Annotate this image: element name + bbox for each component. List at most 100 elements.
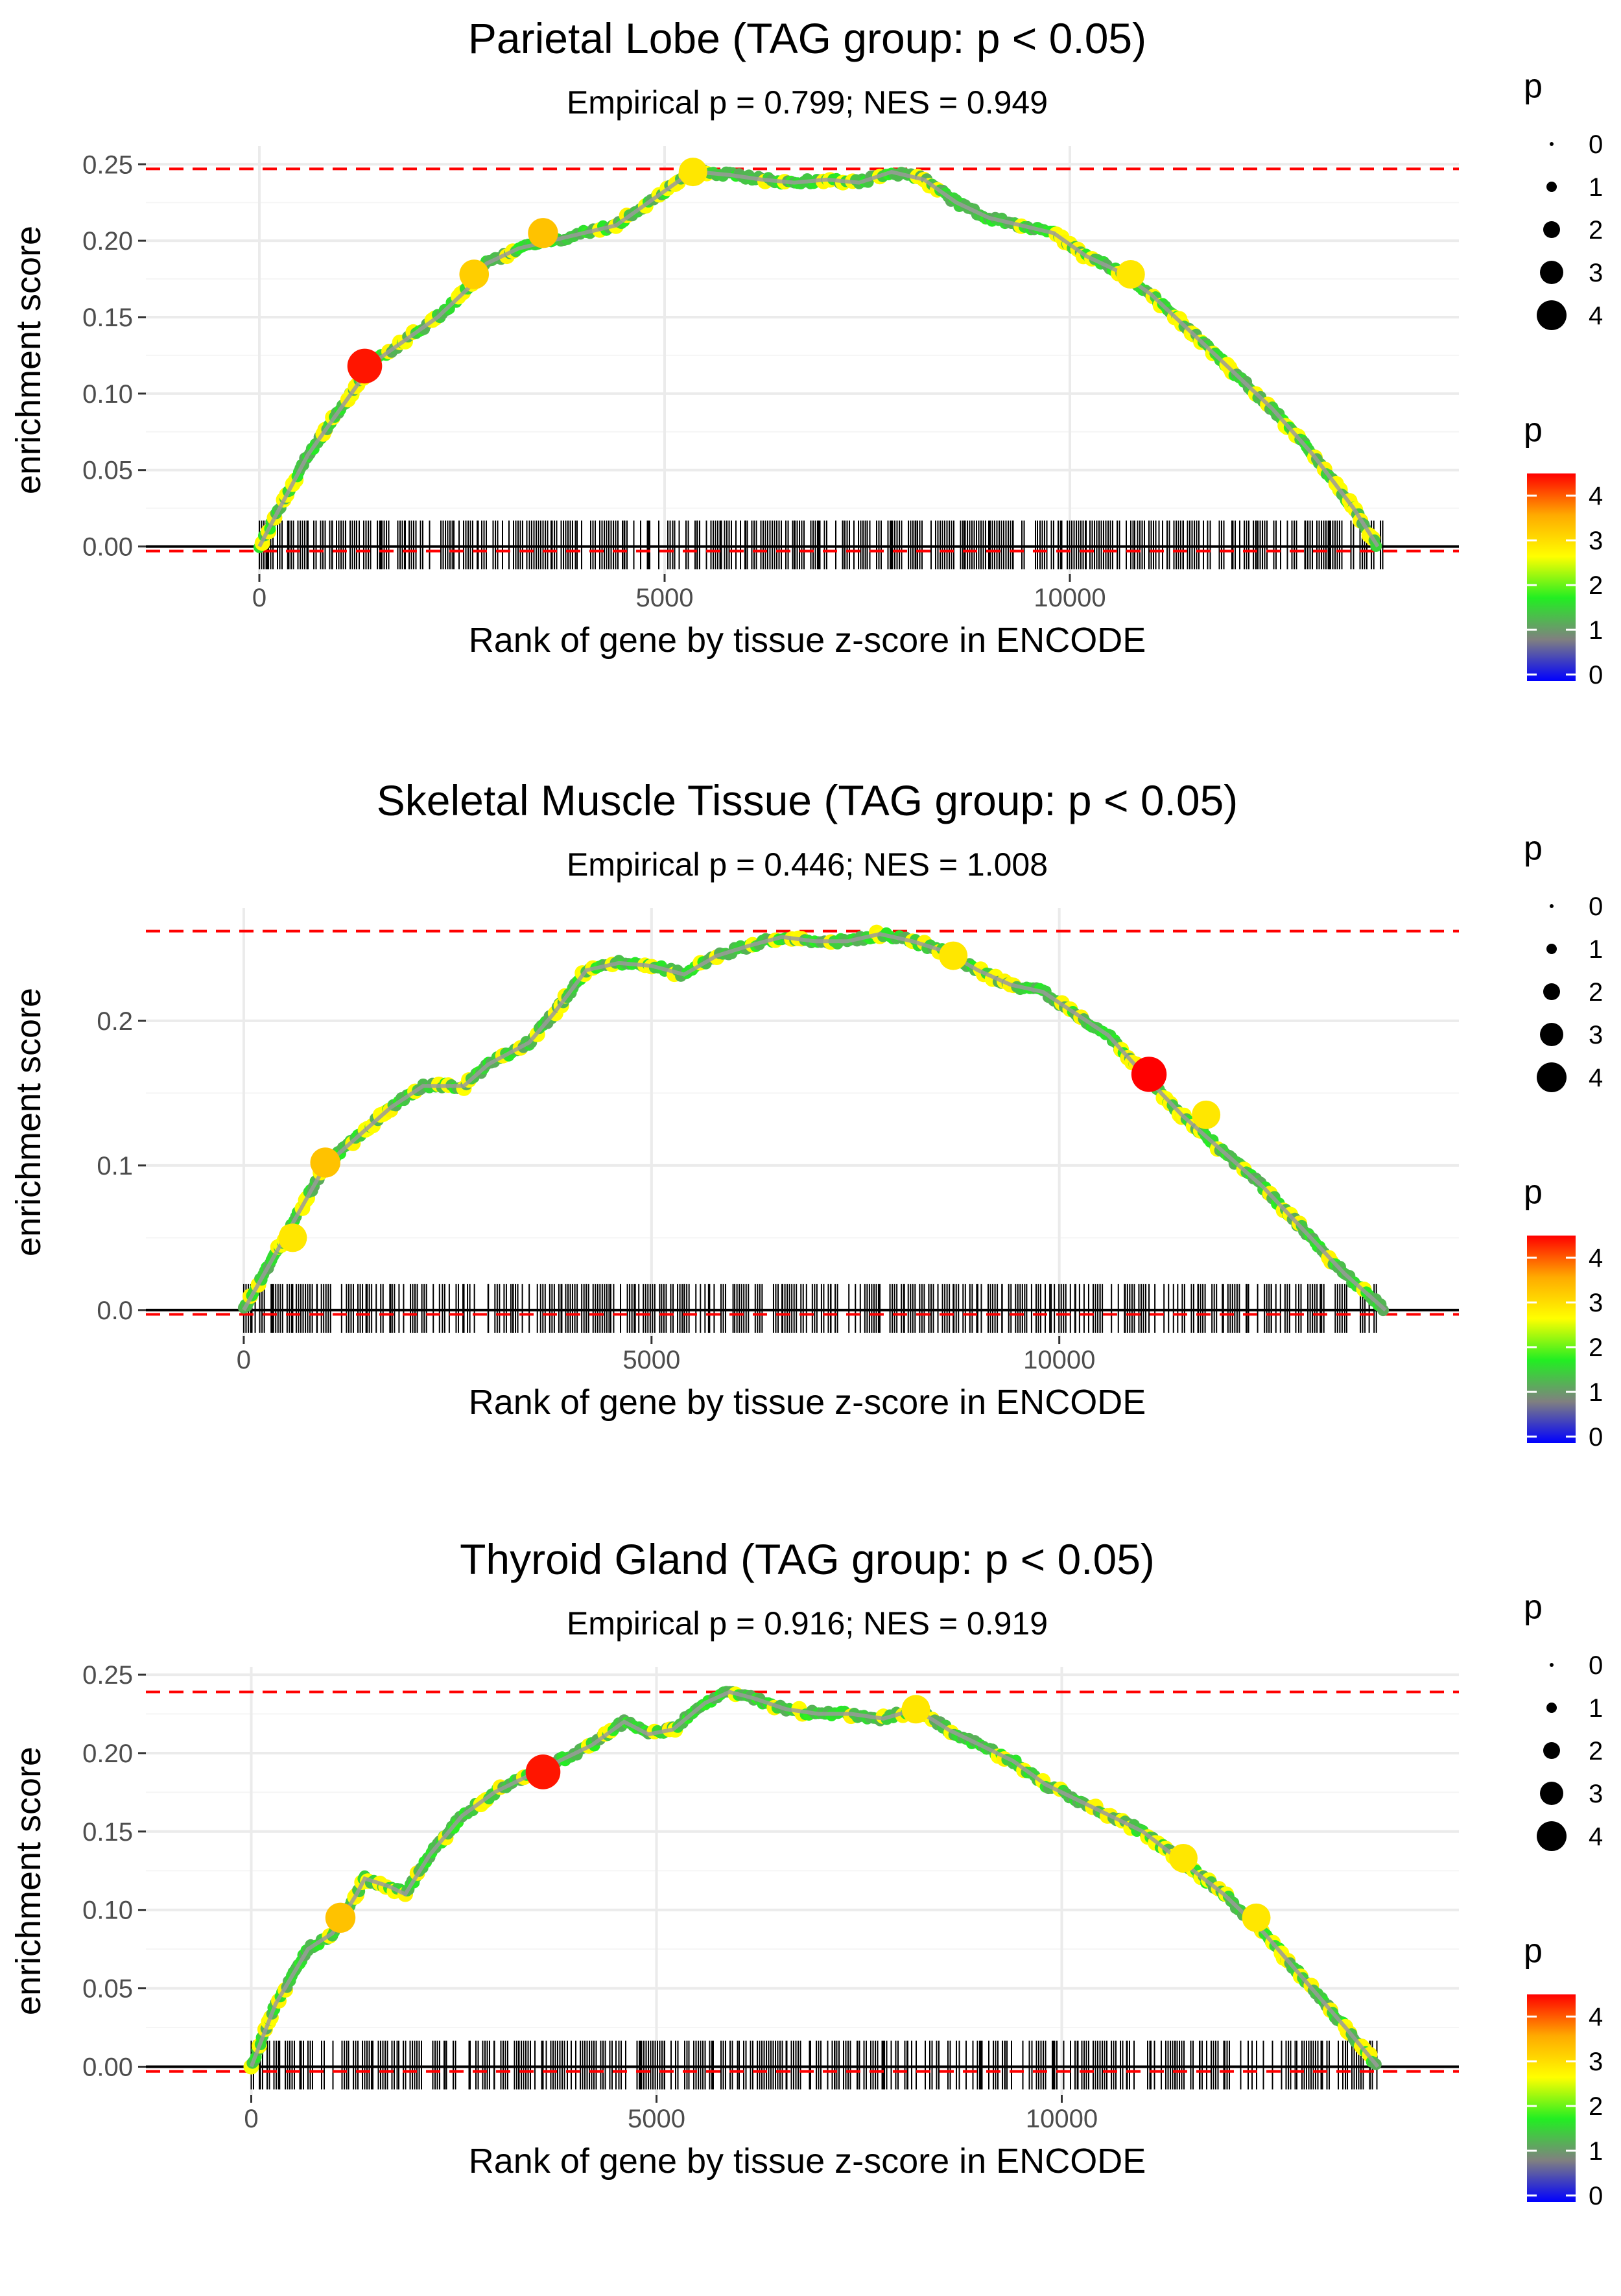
size-legend-label: 2 (1589, 1737, 1603, 1765)
color-legend-label: 1 (1589, 616, 1603, 645)
chart-3: Thyroid Gland (TAG group: p < 0.05) Empir… (9, 1535, 1603, 2210)
highlight-point (678, 158, 707, 187)
y-tick-label: 0.05 (82, 1975, 133, 2003)
x-tick-label: 5000 (636, 584, 694, 612)
chart-subtitle: Empirical p = 0.799; NES = 0.949 (567, 84, 1048, 121)
size-legend-label: 0 (1589, 1651, 1603, 1680)
size-legend-dot (1537, 300, 1567, 330)
size-legend-label: 3 (1589, 1780, 1603, 1808)
y-tick-label: 0.0 (97, 1297, 133, 1325)
y-tick-label: 0.20 (82, 1740, 133, 1768)
size-legend-dot (1550, 142, 1554, 146)
chart-1: Parietal Lobe (TAG group: p < 0.05) Empir… (9, 14, 1603, 689)
color-legend-label: 4 (1589, 482, 1603, 510)
color-legend-label: 0 (1589, 661, 1603, 689)
highlight-point (1131, 1057, 1167, 1092)
size-legend-dot (1543, 1742, 1560, 1759)
x-axis-title: Rank of gene by tissue z-score in ENCODE (469, 1383, 1146, 1422)
size-legend: p 0 1 2 3 4 (1524, 1588, 1603, 1851)
y-tick-label: 0.20 (82, 227, 133, 256)
size-legend-title: p (1524, 830, 1543, 867)
x-axis-title: Rank of gene by tissue z-score in ENCODE (469, 2142, 1146, 2181)
color-legend-label: 0 (1589, 2182, 1603, 2210)
color-legend-title: p (1524, 1173, 1543, 1211)
size-legend-dot (1540, 1782, 1563, 1805)
chart-subtitle: Empirical p = 0.446; NES = 1.008 (567, 846, 1048, 883)
color-legend-label: 3 (1589, 527, 1603, 555)
x-tick-label: 10000 (1026, 2105, 1098, 2133)
size-legend-dot (1550, 1663, 1554, 1667)
highlight-point (1242, 1903, 1271, 1932)
size-legend-title: p (1524, 67, 1543, 105)
highlight-point (939, 941, 968, 970)
highlight-point (1192, 1100, 1221, 1129)
size-legend-label: 2 (1589, 216, 1603, 245)
color-legend-title: p (1524, 411, 1543, 449)
chart-title: Skeletal Muscle Tissue (TAG group: p < 0… (377, 776, 1238, 824)
size-legend-label: 4 (1589, 1823, 1603, 1851)
y-tick-label: 0.25 (82, 150, 133, 179)
chart-2: Skeletal Muscle Tissue (TAG group: p < 0… (9, 776, 1603, 1452)
chart-panel-2: Skeletal Muscle Tissue (TAG group: p < 0… (0, 765, 1621, 1531)
size-legend: p 0 1 2 3 4 (1524, 67, 1603, 330)
highlight-point (325, 1902, 356, 1933)
size-legend-label: 0 (1589, 892, 1603, 921)
es-line (249, 1690, 1380, 2068)
x-axis-title: Rank of gene by tissue z-score in ENCODE (469, 621, 1146, 660)
gene-rug (250, 2040, 1378, 2090)
y-tick-label: 0.10 (82, 1896, 133, 1925)
size-legend-label: 0 (1589, 130, 1603, 159)
color-legend-label: 4 (1589, 2003, 1603, 2031)
color-legend-label: 3 (1589, 2048, 1603, 2076)
size-legend-label: 1 (1589, 1694, 1603, 1723)
color-legend: p 4 3 2 1 0 (1524, 1173, 1603, 1452)
x-tick-label: 10000 (1023, 1346, 1095, 1374)
chart-subtitle: Empirical p = 0.916; NES = 0.919 (567, 1605, 1048, 1642)
y-tick-label: 0.00 (82, 533, 133, 562)
color-legend-label: 3 (1589, 1289, 1603, 1317)
chart-title: Thyroid Gland (TAG group: p < 0.05) (460, 1535, 1155, 1583)
size-legend-label: 4 (1589, 302, 1603, 330)
grid (146, 146, 1459, 574)
size-legend-dot (1537, 1062, 1567, 1092)
color-legend-label: 4 (1589, 1244, 1603, 1273)
color-legend-title: p (1524, 1932, 1543, 1970)
color-legend-label: 2 (1589, 2092, 1603, 2121)
highlight-point (1169, 1843, 1198, 1872)
size-legend-dot (1546, 1703, 1557, 1713)
size-legend-dot (1537, 1821, 1567, 1851)
es-line (257, 169, 1380, 548)
size-legend-dot (1546, 944, 1557, 954)
size-legend-title: p (1524, 1588, 1543, 1626)
y-tick-label: 0.2 (97, 1007, 133, 1036)
size-legend-dot (1540, 1023, 1563, 1046)
color-legend: p 4 3 2 1 0 (1524, 411, 1603, 689)
y-tick-label: 0.10 (82, 380, 133, 409)
highlight-point (278, 1223, 307, 1252)
color-legend: p 4 3 2 1 0 (1524, 1932, 1603, 2210)
size-legend-dot (1550, 904, 1554, 908)
size-legend-dot (1540, 261, 1563, 284)
x-tick-label: 10000 (1034, 584, 1106, 612)
color-bar (1527, 1994, 1576, 2202)
grid (146, 1667, 1459, 2095)
size-legend-label: 3 (1589, 1021, 1603, 1049)
size-legend-label: 4 (1589, 1064, 1603, 1092)
highlight-point (310, 1147, 340, 1178)
highlight-point (528, 218, 558, 248)
size-legend: p 0 1 2 3 4 (1524, 830, 1603, 1092)
y-tick-label: 0.25 (82, 1661, 133, 1690)
x-tick-label: 0 (244, 2105, 258, 2133)
highlight-point (525, 1754, 561, 1789)
size-legend-label: 3 (1589, 259, 1603, 287)
gene-rug (259, 520, 1384, 569)
gene-rug (243, 1284, 1377, 1333)
x-tick-label: 5000 (622, 1346, 680, 1374)
size-legend-label: 1 (1589, 935, 1603, 964)
x-tick-label: 5000 (628, 2105, 685, 2133)
y-tick-label: 0.15 (82, 304, 133, 332)
x-tick-label: 0 (237, 1346, 251, 1374)
highlight-point (347, 348, 383, 384)
color-legend-label: 1 (1589, 2137, 1603, 2166)
y-axis-title: enrichment score (9, 226, 48, 494)
